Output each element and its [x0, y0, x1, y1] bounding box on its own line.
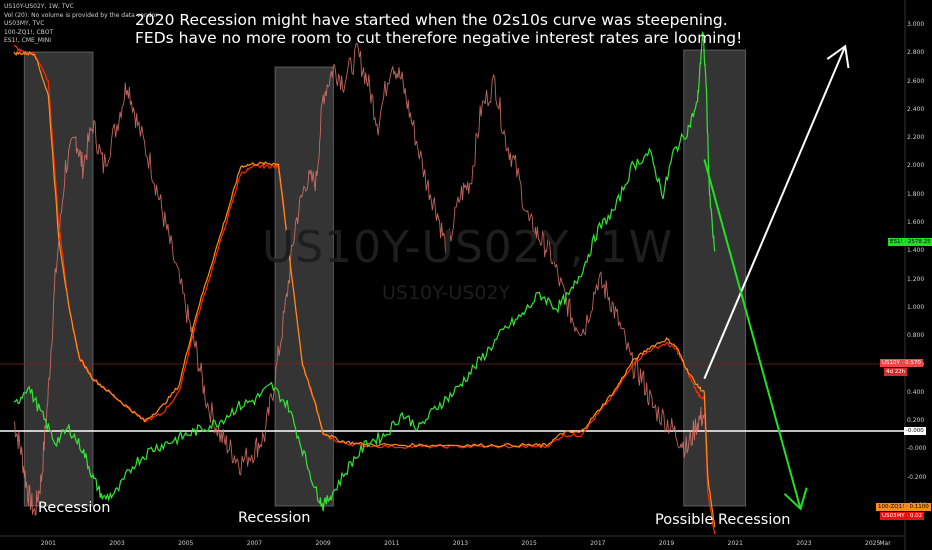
y-tick-label: -0.200: [907, 473, 927, 481]
annotation-arrowhead-white: [826, 44, 850, 69]
legend-series-1[interactable]: US03MY, TVC: [4, 20, 45, 27]
y-tick-label: 2.400: [907, 105, 925, 113]
x-tick-label: 2023: [796, 540, 812, 547]
annotation-arrow-white: [703, 45, 847, 380]
y-tick-label: 2.200: [907, 134, 925, 142]
price-tag-us03my: US03MY · 0.02: [880, 512, 925, 520]
y-tick-label: 0.800: [907, 332, 925, 340]
price-tag-zq: 100-ZQ1! · 0.1100: [876, 503, 931, 511]
watermark-main: US10Y-US02Y, 1W: [262, 222, 674, 273]
price-tag-zero: -0.000: [904, 427, 926, 435]
headline-line-2: FEDs have no more room to cut therefore …: [135, 29, 743, 47]
annotation-layer: [703, 44, 850, 511]
recession-label-1: Recession: [38, 500, 111, 516]
series-line-us10y-us02y: [13, 42, 705, 517]
x-tick-label: 2011: [384, 540, 400, 547]
recession-box-2: [274, 66, 334, 507]
x-tick-label: 2013: [452, 540, 469, 547]
x-tick-label: 2025: [865, 540, 881, 547]
x-tick-label: 2005: [178, 540, 194, 547]
legend-series-3[interactable]: ES1!, CME_MINI: [4, 37, 51, 44]
annotation-arrow-green: [703, 159, 802, 510]
recession-label-2: Recession: [238, 510, 311, 526]
legend-symbol[interactable]: US10Y-US02Y, 1W, TVC: [4, 3, 74, 10]
x-tick-label: Mar: [879, 540, 891, 547]
series-layer: [13, 31, 716, 535]
y-tick-label: 2.000: [907, 162, 925, 170]
y-tick-label: -0.000: [907, 445, 927, 453]
y-tick-label: 3.000: [907, 21, 925, 28]
chart-legend: US10Y-US02Y, 1W, TVC Vol (20): No volume…: [4, 3, 158, 46]
price-tag-countdown: 4d 22h: [884, 368, 908, 376]
x-tick-label: 2003: [109, 540, 125, 547]
price-tag-es: ES1! · 2578.25: [888, 238, 932, 246]
legend-volume[interactable]: Vol (20): No volume is provided by the d…: [4, 11, 158, 19]
x-tick-label: 2017: [590, 540, 606, 547]
y-tick-label: 1.600: [907, 219, 925, 227]
y-tick-label: 2.800: [907, 49, 925, 57]
recession-label-3: Possible Recession: [655, 512, 791, 528]
y-tick-label: 0.400: [907, 388, 925, 396]
annotation-arrowhead-green: [783, 487, 808, 511]
legend-series-2[interactable]: 100-ZQ1!, CBOT: [4, 28, 54, 36]
x-tick-label: 2015: [521, 540, 537, 547]
headline-line-1: 2020 Recession might have started when t…: [135, 11, 728, 29]
y-tick-label: 0.200: [907, 417, 925, 425]
x-tick-label: 2021: [727, 540, 743, 547]
price-tag-us10y: US10Y · 0.570: [880, 359, 923, 367]
y-tick-label: 1.000: [907, 303, 925, 311]
x-tick-label: 2009: [315, 540, 331, 547]
headline-annotation: 2020 Recession might have started when t…: [135, 11, 742, 47]
watermark-sub: US10Y-US02Y: [382, 282, 511, 304]
y-tick-label: 1.800: [907, 190, 925, 198]
recession-shading-layer: [23, 49, 747, 507]
x-tick-label: 2019: [658, 540, 675, 547]
x-tick-label: 2001: [40, 540, 56, 547]
series-line-100-zq1-: [13, 50, 716, 528]
y-tick-label: 2.600: [907, 77, 925, 85]
series-line-es1-: [13, 31, 716, 512]
y-tick-label: 1.200: [907, 275, 925, 283]
x-tick-label: 2007: [246, 540, 263, 547]
y-tick-label: 1.400: [907, 247, 925, 255]
